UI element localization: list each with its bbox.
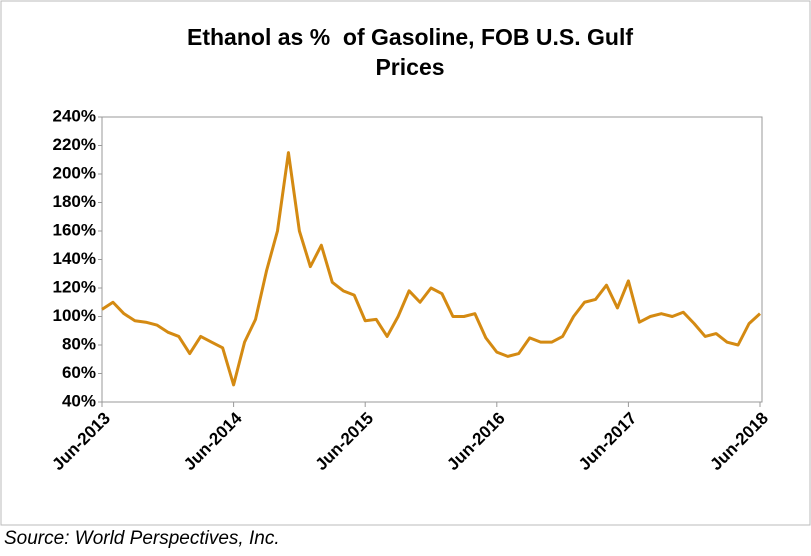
chart-title: Ethanol as % of Gasoline, FOB U.S. Gulf … [187,24,640,80]
x-tick-label: Jun-2018 [706,409,772,475]
x-tick-label: Jun-2014 [180,408,246,474]
y-tick-label: 100% [53,306,96,325]
source-note: Source: World Perspectives, Inc. [4,528,280,549]
chart-border [0,0,811,526]
y-tick-label: 180% [53,192,96,211]
y-tick-label: 160% [53,220,96,239]
y-tick-label: 60% [62,363,96,382]
y-tick-label: 200% [53,163,96,182]
y-tick-label: 220% [53,135,96,154]
x-tick-label: Jun-2017 [575,409,641,475]
x-tick-label: Jun-2013 [48,409,114,475]
y-tick-label: 140% [53,249,96,268]
y-tick-label: 240% [53,106,96,125]
series-line [101,151,762,387]
x-tick-label: Jun-2016 [443,409,509,475]
y-tick-label: 40% [62,391,96,410]
plot-border [101,116,763,403]
y-tick-label: 120% [53,277,96,296]
plot: 40% 60% 80% 100% 120% 140% 160% 180% 200% 220% 240… [0,0,811,526]
y-tick-label: 80% [62,334,96,353]
x-tick-label: Jun-2015 [312,409,378,475]
